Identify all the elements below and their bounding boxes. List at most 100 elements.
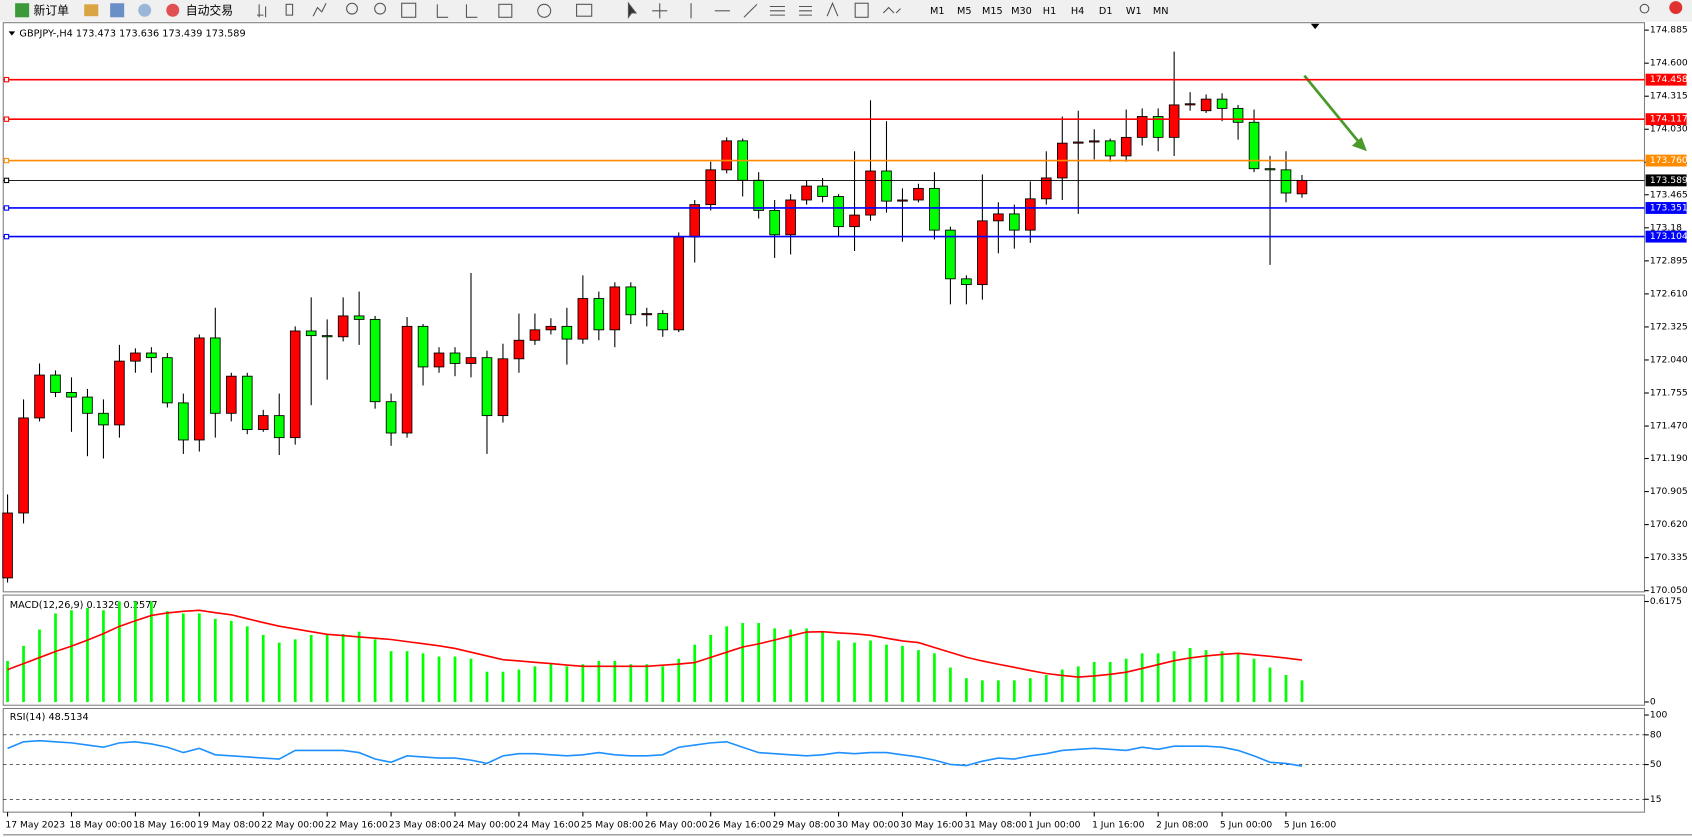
candle-body xyxy=(545,325,557,331)
auto-trade-button[interactable]: 自动交易 xyxy=(186,3,233,17)
candle-body xyxy=(641,313,653,316)
x-tick-label: 23 May 08:00 xyxy=(389,820,452,831)
macd-bar xyxy=(501,671,505,702)
macd-bar xyxy=(373,639,377,702)
macd-bar xyxy=(901,645,904,702)
macd-bar xyxy=(517,669,521,702)
y-tick-label: 50 xyxy=(1650,759,1662,770)
candle-body xyxy=(1280,169,1292,194)
templates-icon[interactable] xyxy=(576,3,593,17)
channel-icon[interactable] xyxy=(769,5,785,16)
macd-bar xyxy=(549,664,553,702)
candle-body xyxy=(162,357,173,404)
timeframe-buttons: M1 M5 M15 M30 H1 H4 D1 W1 MN xyxy=(930,6,1169,17)
line-icon[interactable] xyxy=(312,2,327,17)
x-tick-label: 18 May 00:00 xyxy=(69,820,132,831)
search-icon[interactable] xyxy=(1639,3,1650,14)
macd-bar xyxy=(565,666,569,702)
x-tick-label: 5 Jun 16:00 xyxy=(1284,820,1337,831)
tool-icon[interactable] xyxy=(110,3,125,18)
macd-bar xyxy=(134,601,137,702)
macd-bar xyxy=(1012,680,1016,702)
scroll-icon[interactable] xyxy=(436,4,449,18)
candle-body xyxy=(1072,141,1084,144)
macd-bar xyxy=(485,671,489,702)
periods-icon[interactable] xyxy=(537,3,552,18)
macd-bar xyxy=(1268,667,1272,702)
rsi-header: RSI(14) 48.5134 xyxy=(10,712,89,723)
macd-bar xyxy=(197,613,201,702)
arrows-icon[interactable] xyxy=(882,6,901,14)
candle-body xyxy=(577,298,589,340)
level-label-bg xyxy=(1645,202,1687,214)
y-tick-label: 171.190 xyxy=(1650,453,1688,464)
candle-body xyxy=(1216,98,1228,109)
candle-body xyxy=(721,140,732,171)
timeframe-button[interactable]: MN xyxy=(1153,6,1169,17)
timeframe-button[interactable]: M30 xyxy=(1011,6,1032,17)
timeframe-button[interactable]: M15 xyxy=(982,6,1003,17)
auto-trade-icon[interactable] xyxy=(166,3,180,17)
tile-icon[interactable] xyxy=(401,2,417,18)
text-icon[interactable] xyxy=(826,1,839,17)
crosshair-icon[interactable] xyxy=(652,3,668,19)
candle-body xyxy=(82,396,93,414)
bar-chart-icon[interactable] xyxy=(256,4,267,18)
level-label: 173.760 xyxy=(1650,155,1688,166)
macd-bar xyxy=(837,640,840,702)
new-order-button[interactable]: 新订单 xyxy=(33,3,69,17)
indicators-icon[interactable] xyxy=(498,3,513,18)
macd-bar xyxy=(1044,674,1048,702)
timeframe-button[interactable]: M5 xyxy=(957,6,972,17)
macd-bar xyxy=(1076,666,1080,702)
cursor-icon[interactable] xyxy=(627,1,638,19)
candle-body xyxy=(913,187,924,201)
trendline-icon[interactable] xyxy=(743,3,758,18)
candle-icon[interactable] xyxy=(285,3,294,16)
macd-bar xyxy=(38,629,41,702)
x-tick-label: 26 May 16:00 xyxy=(709,820,772,831)
macd-bar xyxy=(997,680,1000,702)
timeframe-button[interactable]: H1 xyxy=(1043,6,1056,17)
shift-icon[interactable] xyxy=(465,4,478,18)
macd-bar xyxy=(325,634,329,702)
chart-header: GBPJPY-,H4 173.473 173.636 173.439 173.5… xyxy=(19,28,245,39)
x-tick-label: 24 May 00:00 xyxy=(453,820,516,831)
last-low: 173.439 xyxy=(162,28,202,39)
fibo-icon[interactable] xyxy=(799,5,812,16)
macd-bar xyxy=(453,656,457,702)
last-open: 173.473 xyxy=(76,28,116,39)
y-tick-label: 172.610 xyxy=(1650,288,1688,299)
timeframe-button[interactable]: W1 xyxy=(1126,6,1142,17)
candle-body xyxy=(337,315,349,338)
candle-body xyxy=(881,170,892,202)
last-high: 173.636 xyxy=(119,28,159,39)
timeframe-button[interactable]: M1 xyxy=(930,6,945,17)
zoom-in-icon[interactable] xyxy=(346,2,358,15)
macd-bar xyxy=(405,651,409,702)
x-tick-label: 26 May 00:00 xyxy=(645,820,708,831)
x-tick-label: 2 Jun 08:00 xyxy=(1156,820,1209,831)
zoom-out-icon[interactable] xyxy=(374,2,387,15)
new-order-icon[interactable] xyxy=(15,3,30,18)
tool-icon[interactable] xyxy=(138,3,152,17)
main-panel xyxy=(2,22,1646,593)
macd-bar xyxy=(949,667,952,702)
macd-bar xyxy=(54,613,57,702)
timeframe-button[interactable]: D1 xyxy=(1099,6,1113,17)
macd-bar xyxy=(1092,661,1096,702)
label-icon[interactable] xyxy=(854,2,869,18)
toolbar-bg xyxy=(0,0,1692,22)
macd-bar xyxy=(981,680,984,702)
x-tick-label: 1 Jun 16:00 xyxy=(1092,820,1145,831)
rsi-panel xyxy=(2,707,1646,813)
tool-icon[interactable] xyxy=(84,4,99,17)
notification-badge[interactable] xyxy=(1669,1,1683,15)
macd-bar xyxy=(86,607,89,702)
y-tick-label: 171.470 xyxy=(1650,421,1688,432)
macd-bar xyxy=(661,666,665,702)
timeframe-button[interactable]: H4 xyxy=(1071,6,1084,17)
level-label-bg xyxy=(1645,113,1687,126)
level-label: 173.104 xyxy=(1650,231,1688,242)
